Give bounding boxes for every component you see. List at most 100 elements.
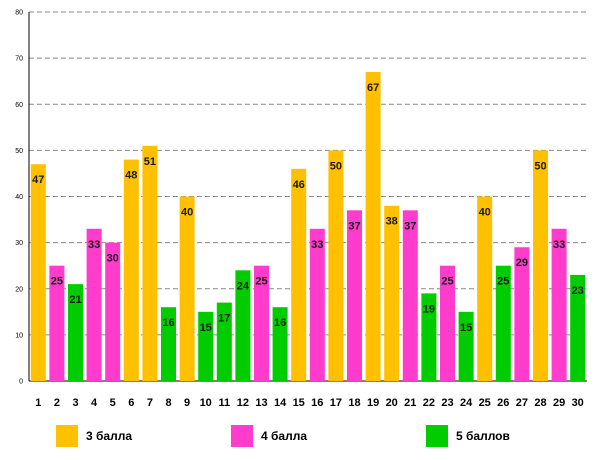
data-label: 19 (423, 303, 435, 315)
data-label: 51 (144, 156, 156, 168)
x-tick-label: 18 (348, 397, 360, 409)
x-tick-label: 22 (423, 397, 435, 409)
y-tick-label: 0 (19, 379, 23, 386)
legend-item-3-balla: 3 балла (56, 424, 132, 448)
bar (30, 164, 46, 381)
data-label: 29 (516, 257, 528, 269)
x-tick-label: 1 (35, 397, 41, 409)
data-label: 25 (441, 276, 453, 288)
data-label: 16 (274, 317, 286, 329)
legend-label: 4 балла (261, 429, 308, 443)
bar (309, 228, 325, 381)
y-tick-label: 50 (15, 148, 23, 155)
data-label: 50 (534, 160, 546, 172)
data-label: 46 (293, 179, 305, 191)
bar (254, 265, 269, 381)
bar (440, 265, 455, 381)
bar (533, 150, 548, 381)
x-tick-label: 13 (255, 397, 267, 409)
bar (105, 242, 121, 381)
data-label: 37 (348, 220, 360, 232)
x-tick-label: 17 (330, 397, 342, 409)
bar (123, 159, 139, 381)
data-label: 40 (479, 207, 491, 219)
x-tick-label: 20 (386, 397, 398, 409)
data-label: 50 (330, 160, 342, 172)
data-label: 25 (51, 276, 63, 288)
x-tick-label: 29 (553, 397, 565, 409)
data-label: 16 (162, 317, 174, 329)
data-label: 40 (181, 207, 193, 219)
data-label: 25 (497, 276, 509, 288)
data-label: 24 (237, 280, 250, 292)
x-tick-label: 25 (479, 397, 491, 409)
x-tick-label: 27 (516, 397, 528, 409)
data-label: 15 (460, 322, 472, 334)
x-tick-label: 15 (293, 397, 305, 409)
x-tick-label: 14 (274, 397, 287, 409)
data-label: 25 (255, 276, 267, 288)
data-label: 30 (107, 253, 119, 265)
data-label: 33 (88, 239, 100, 251)
bar (458, 311, 474, 381)
bar (68, 284, 83, 381)
x-tick-label: 30 (572, 397, 584, 409)
y-tick-label: 30 (15, 240, 23, 247)
legend-label: 3 балла (86, 429, 133, 443)
data-label: 23 (572, 285, 584, 297)
x-tick-label: 8 (165, 397, 171, 409)
legend-swatch-pink (231, 425, 253, 447)
data-label: 15 (200, 322, 212, 334)
y-tick-label: 70 (15, 56, 23, 63)
y-tick-label: 60 (15, 102, 23, 109)
bar (421, 293, 437, 381)
bar (198, 311, 214, 381)
data-label: 33 (311, 239, 323, 251)
y-tick-label: 20 (15, 286, 23, 293)
bar (477, 196, 493, 381)
y-tick-label: 10 (15, 332, 23, 339)
bar (161, 307, 176, 381)
x-tick-label: 9 (184, 397, 190, 409)
x-tick-label: 19 (367, 397, 379, 409)
x-tick-label: 21 (404, 397, 416, 409)
legend-item-5-ballov: 5 баллов (426, 424, 510, 448)
x-tick-label: 6 (128, 397, 134, 409)
bar (551, 228, 567, 381)
bar (49, 265, 65, 381)
data-label: 38 (386, 216, 398, 228)
bar (142, 145, 158, 381)
bar (570, 274, 586, 381)
bar (328, 150, 344, 381)
legend-swatch-orange (56, 425, 78, 447)
x-tick-label: 12 (237, 397, 249, 409)
bar (514, 247, 530, 381)
bar (216, 302, 232, 381)
x-tick-label: 5 (110, 397, 116, 409)
legend-label: 5 баллов (456, 429, 510, 443)
x-tick-label: 26 (497, 397, 509, 409)
bar (272, 307, 288, 381)
x-tick-label: 7 (147, 397, 153, 409)
bar (291, 168, 307, 381)
y-tick-label: 80 (15, 10, 23, 17)
x-tick-label: 28 (534, 397, 546, 409)
x-tick-label: 4 (91, 397, 98, 409)
x-tick-label: 10 (200, 397, 212, 409)
legend-item-4-balla: 4 балла (231, 424, 307, 448)
x-tick-label: 24 (460, 397, 473, 409)
data-label: 47 (32, 174, 44, 186)
legend-swatch-green (426, 425, 448, 447)
bar (365, 71, 381, 382)
x-tick-label: 16 (311, 397, 323, 409)
bar (384, 205, 400, 381)
x-tick-label: 3 (72, 397, 78, 409)
bar (402, 210, 418, 381)
data-label: 67 (367, 82, 379, 94)
bar (179, 196, 195, 381)
x-tick-label: 11 (218, 397, 230, 409)
data-label: 17 (218, 313, 230, 325)
x-tick-label: 2 (54, 397, 60, 409)
x-tick-label: 23 (441, 397, 453, 409)
